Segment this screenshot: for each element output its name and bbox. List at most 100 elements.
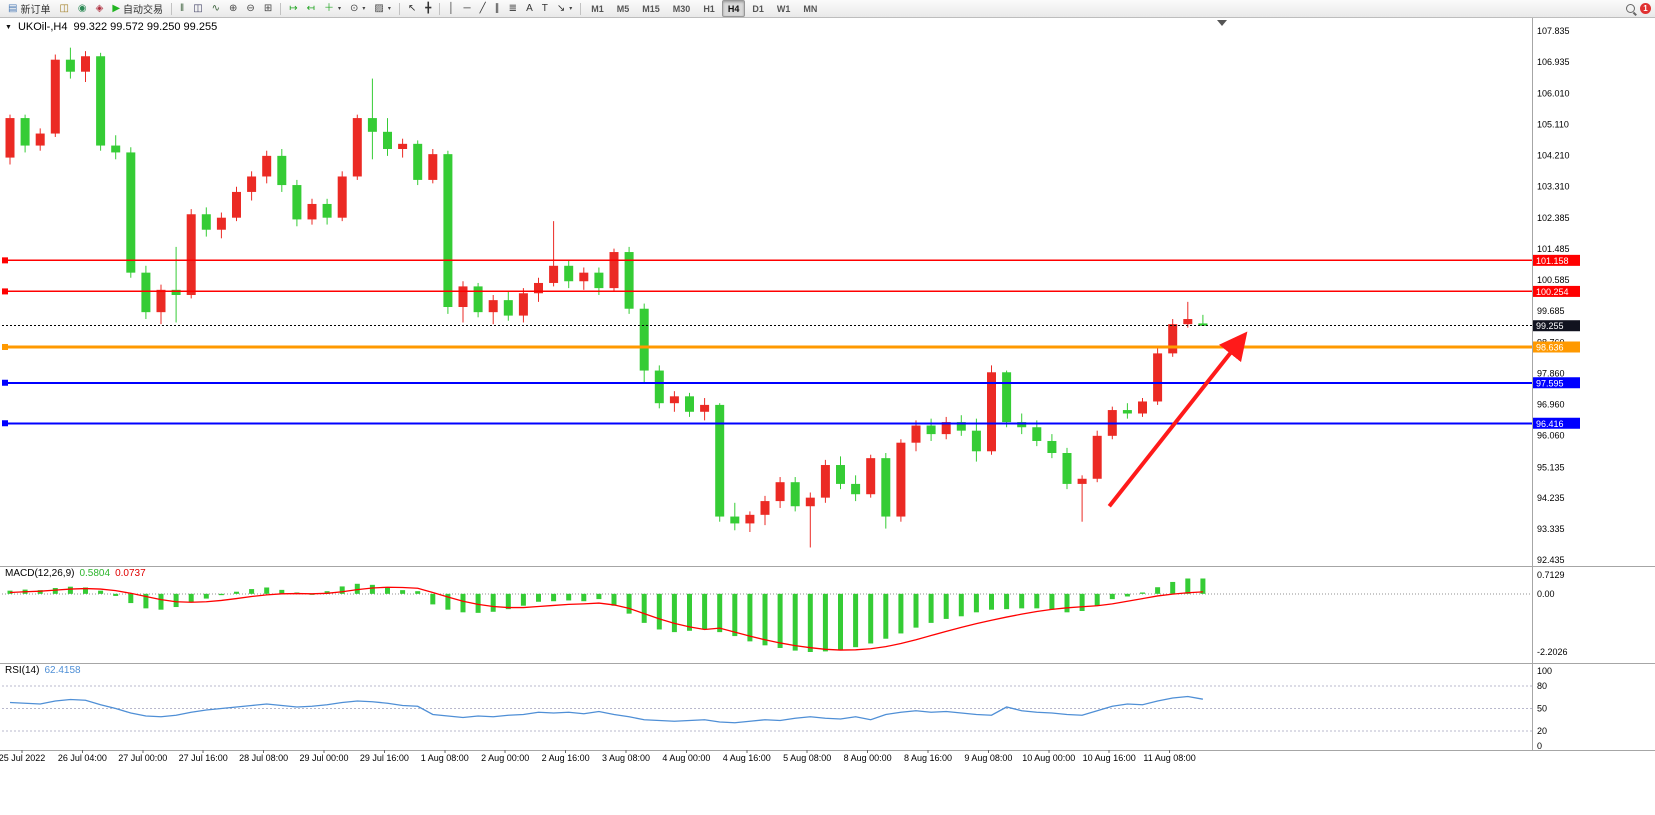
pane-splitters[interactable] — [0, 18, 1655, 751]
svg-text:0.7129: 0.7129 — [1537, 570, 1565, 580]
timeframe-m1[interactable]: M1 — [591, 3, 604, 14]
vertical-line-icon[interactable]: │ — [448, 3, 455, 14]
zoom-in-icon[interactable]: ⊕ — [229, 3, 238, 14]
horizontal-line-icon[interactable]: ─ — [463, 3, 471, 14]
templates-icon[interactable]: ▨ ▾ — [374, 3, 391, 14]
current-price-label: 99.255 — [1533, 320, 1580, 332]
svg-text:104.210: 104.210 — [1537, 151, 1570, 161]
text-label-icon[interactable]: T — [541, 3, 548, 14]
svg-text:95.135: 95.135 — [1537, 462, 1565, 472]
line-anchor-handle[interactable] — [2, 257, 8, 264]
svg-text:-2.2026: -2.2026 — [1537, 647, 1568, 657]
svg-text:25 Jul 2022: 25 Jul 2022 — [0, 753, 45, 763]
trend-arrow[interactable] — [1107, 331, 1248, 508]
rsi-pane: 100 80 50 20 0 — [2, 666, 1552, 751]
svg-text:105.110: 105.110 — [1537, 120, 1569, 130]
svg-text:100.585: 100.585 — [1537, 275, 1570, 285]
main-toolbar: ▤ 新订单 ◫ ◉ ◈ ▶ 自动交易 ‖ ◫ ∿ ⊕ ⊖ ⊞ ↦ ↤ ＋ ▾ ⊙ ▾ ▨ ▾ ↖ ╋ │ ─ ╱ ∥ ≣ A T ↘ ▾ M1 M… — [0, 0, 1655, 18]
svg-text:96.060: 96.060 — [1537, 430, 1565, 440]
arrows-tool-icon[interactable]: ↘ ▾ — [556, 3, 573, 14]
chart-shift-icon[interactable]: ↤ — [306, 3, 315, 14]
cursor-icon[interactable]: ↖ — [407, 3, 417, 14]
svg-text:96.416: 96.416 — [1536, 419, 1564, 429]
macd-main-value: 0.5804 — [79, 568, 111, 579]
svg-text:10 Aug 00:00: 10 Aug 00:00 — [1022, 753, 1075, 763]
bar-chart-icon[interactable]: ‖ — [180, 3, 185, 14]
line-anchor-handle[interactable] — [2, 343, 8, 350]
equidistant-channel-icon[interactable]: ∥ — [494, 3, 500, 14]
timeframe-w1[interactable]: W1 — [776, 3, 791, 14]
fibonacci-icon[interactable]: ≣ — [508, 3, 518, 14]
chart-shift-marker[interactable] — [1217, 20, 1227, 26]
svg-text:28 Jul 08:00: 28 Jul 08:00 — [239, 753, 288, 763]
candlestick-chart-icon[interactable]: ◫ — [193, 3, 203, 14]
text-icon[interactable]: A — [526, 3, 533, 14]
zoom-out-icon[interactable]: ⊖ — [246, 3, 255, 14]
ohlc-readout: 99.322 99.572 99.250 99.255 — [73, 21, 218, 33]
timeframe-m30[interactable]: M30 — [672, 3, 691, 14]
svg-text:11 Aug 08:00: 11 Aug 08:00 — [1143, 753, 1195, 763]
date-axis[interactable]: 25 Jul 2022 26 Jul 04:00 27 Jul 00:00 27 Ju… — [0, 750, 1196, 763]
chart-menu-triangle-icon[interactable]: ▼ — [5, 23, 12, 31]
timeframe-d1[interactable]: D1 — [752, 3, 764, 14]
line-chart-icon[interactable]: ∿ — [211, 3, 221, 14]
timeframe-h4[interactable]: H4 — [721, 0, 746, 17]
line-anchor-handle[interactable] — [2, 420, 8, 427]
svg-text:10 Aug 16:00: 10 Aug 16:00 — [1083, 753, 1136, 763]
svg-text:92.435: 92.435 — [1537, 555, 1565, 565]
svg-text:100: 100 — [1537, 666, 1552, 676]
indicators-icon[interactable]: ＋ ▾ — [323, 3, 341, 14]
toolbar-separator — [580, 2, 582, 15]
svg-text:96.960: 96.960 — [1537, 400, 1565, 410]
svg-text:2 Aug 16:00: 2 Aug 16:00 — [542, 753, 590, 763]
periods-icon[interactable]: ⊙ ▾ — [350, 3, 366, 14]
auto-scroll-icon[interactable]: ↦ — [289, 3, 298, 14]
svg-text:97.595: 97.595 — [1536, 378, 1564, 388]
svg-text:80: 80 — [1537, 681, 1547, 691]
svg-text:29 Jul 16:00: 29 Jul 16:00 — [360, 753, 409, 763]
search-icon[interactable] — [1622, 0, 1639, 17]
svg-text:0: 0 — [1537, 741, 1542, 751]
autotrading-button[interactable]: ▶ 自动交易 — [112, 3, 164, 16]
candles-layer — [5, 47, 1208, 548]
price-axis-line-label: 98.636 — [1533, 341, 1580, 353]
svg-text:8 Aug 16:00: 8 Aug 16:00 — [904, 753, 952, 763]
trendline-icon[interactable]: ╱ — [479, 3, 486, 14]
market-watch-icon[interactable]: ◫ — [59, 3, 69, 14]
svg-text:5 Aug 08:00: 5 Aug 08:00 — [783, 753, 831, 763]
line-anchor-handle[interactable] — [2, 379, 8, 386]
price-axis-line-label: 96.416 — [1533, 417, 1580, 429]
timeframe-mn[interactable]: MN — [803, 3, 818, 14]
chart-title: ▼ UKOil-,H4 99.322 99.572 99.250 99.255 — [5, 21, 217, 33]
tile-windows-icon[interactable]: ⊞ — [263, 3, 273, 14]
svg-text:103.310: 103.310 — [1537, 181, 1570, 191]
rsi-indicator-header: RSI(14) 62.4158 — [5, 665, 81, 676]
price-axis-line-label: 101.158 — [1533, 254, 1580, 266]
timeframe-m5[interactable]: M5 — [616, 3, 630, 14]
timeframe-m15[interactable]: M15 — [642, 3, 660, 14]
mql5-community-icon[interactable]: ◈ — [95, 3, 104, 14]
line-anchor-handle[interactable] — [2, 288, 8, 295]
svg-text:2 Aug 00:00: 2 Aug 00:00 — [481, 753, 529, 763]
data-window-icon[interactable]: ◉ — [77, 3, 87, 14]
svg-text:29 Jul 00:00: 29 Jul 00:00 — [299, 753, 348, 763]
crosshair-icon[interactable]: ╋ — [425, 3, 432, 14]
svg-text:27 Jul 00:00: 27 Jul 00:00 — [118, 753, 167, 763]
new-order-button[interactable]: ▤ 新订单 — [8, 3, 51, 16]
macd-signal-line — [9, 586, 1203, 651]
svg-text:102.385: 102.385 — [1537, 213, 1570, 223]
svg-text:100.254: 100.254 — [1536, 287, 1569, 297]
rsi-line — [9, 695, 1204, 724]
notification-badge[interactable]: 1 — [1640, 3, 1651, 14]
svg-text:93.335: 93.335 — [1537, 524, 1565, 534]
svg-text:4 Aug 00:00: 4 Aug 00:00 — [662, 753, 710, 763]
svg-text:1 Aug 08:00: 1 Aug 08:00 — [421, 753, 469, 763]
timeframe-h1[interactable]: H1 — [703, 3, 715, 14]
macd-signal-value: 0.0737 — [115, 568, 146, 579]
svg-text:3 Aug 08:00: 3 Aug 08:00 — [602, 753, 650, 763]
svg-text:98.636: 98.636 — [1536, 342, 1564, 352]
svg-text:99.685: 99.685 — [1537, 306, 1565, 316]
rsi-label: RSI(14) — [5, 665, 40, 676]
